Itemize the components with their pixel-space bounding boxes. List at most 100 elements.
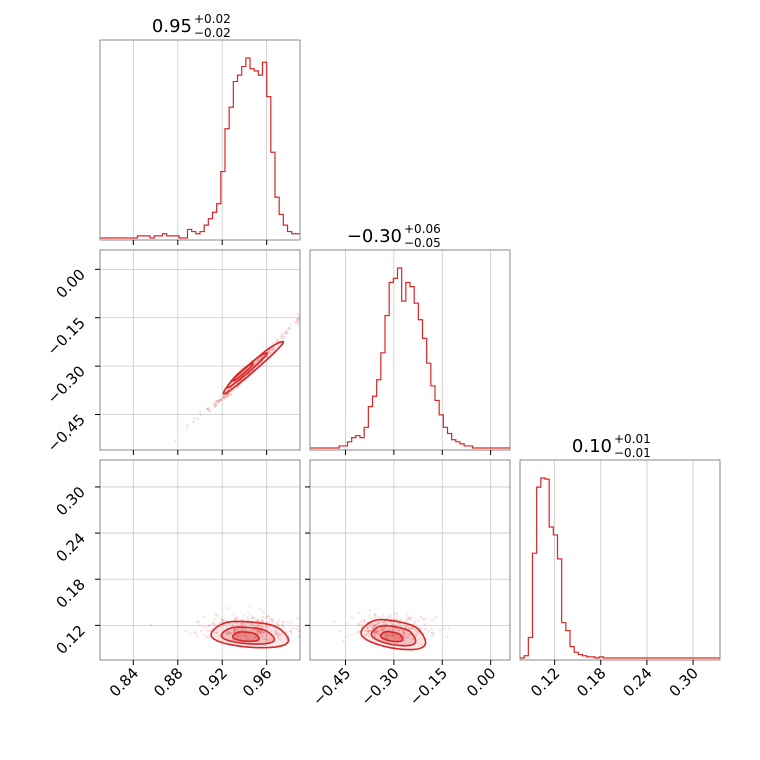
sample-point <box>224 395 228 398</box>
sample-point <box>221 618 224 622</box>
y-tick-label: 0.18 <box>52 575 88 611</box>
sample-point <box>430 634 433 638</box>
sample-point <box>345 622 349 625</box>
sample-point <box>294 322 298 325</box>
sample-point <box>213 624 217 627</box>
sample-point <box>264 634 268 637</box>
sample-point <box>265 638 269 642</box>
sample-point <box>213 405 217 408</box>
sample-point <box>402 630 406 634</box>
sample-point <box>239 635 243 638</box>
sample-point <box>281 623 284 627</box>
sample-point <box>355 630 359 634</box>
sample-point <box>227 392 231 395</box>
sample-point <box>350 633 353 637</box>
sample-point <box>252 629 256 633</box>
sample-point <box>291 627 295 630</box>
sample-point <box>149 623 153 627</box>
x-tick-label: −0.30 <box>357 664 402 709</box>
sample-point <box>271 341 275 345</box>
sample-point <box>296 318 299 322</box>
sample-point <box>375 630 378 634</box>
sample-point <box>373 631 377 634</box>
sample-point <box>253 625 257 628</box>
sample-point <box>234 618 238 621</box>
sample-point <box>366 626 369 630</box>
sample-point <box>424 628 428 631</box>
sample-point <box>273 348 276 352</box>
sample-point <box>227 630 230 634</box>
sample-point <box>407 633 411 636</box>
y-tick-label: 0.12 <box>52 621 88 657</box>
sample-point <box>442 627 445 631</box>
param-title-plus: +0.02 <box>194 12 231 26</box>
sample-point <box>227 393 230 397</box>
sample-point <box>256 623 259 626</box>
sample-point <box>264 625 268 628</box>
sample-point <box>277 632 281 635</box>
sample-point <box>199 629 203 633</box>
sample-point <box>276 635 280 638</box>
sample-point <box>206 407 209 410</box>
sample-point <box>370 617 373 621</box>
sample-point <box>403 639 406 642</box>
x-tick-label: 0.92 <box>195 664 231 700</box>
sample-point <box>396 614 400 618</box>
sample-point <box>230 631 234 635</box>
sample-point <box>259 632 262 635</box>
sample-point <box>234 629 237 633</box>
sample-point <box>233 388 237 392</box>
sample-point <box>404 624 407 627</box>
sample-point <box>218 398 222 401</box>
sample-point <box>198 410 202 414</box>
sample-point <box>208 409 211 413</box>
sample-point <box>377 621 380 625</box>
sample-point <box>274 633 278 636</box>
sample-point <box>241 628 244 631</box>
sample-point <box>381 616 384 620</box>
sample-point <box>434 615 438 619</box>
sample-point <box>241 622 244 625</box>
sample-point <box>270 347 274 351</box>
sample-point <box>391 628 395 632</box>
sample-point <box>402 632 405 635</box>
sample-point <box>401 629 405 632</box>
sample-point <box>421 617 425 621</box>
sample-point <box>250 616 254 620</box>
sample-point <box>397 629 401 632</box>
sample-point <box>219 399 222 403</box>
sample-point <box>238 632 242 636</box>
hist-panel-2: 0.10 +0.01−0.01 <box>519 432 721 661</box>
sample-point <box>215 631 218 634</box>
sample-point <box>284 637 288 641</box>
sample-point <box>392 623 395 626</box>
sample-point <box>242 623 245 626</box>
sample-point <box>376 629 379 633</box>
sample-point <box>204 625 208 629</box>
sample-point <box>397 622 401 625</box>
sample-point <box>243 627 246 631</box>
sample-point <box>402 630 406 634</box>
sample-point <box>376 630 379 634</box>
sample-point <box>376 630 380 633</box>
sample-point <box>368 614 371 617</box>
sample-point <box>250 629 254 633</box>
param-title-value: −0.30 <box>347 226 402 247</box>
sample-point <box>247 611 250 615</box>
sample-point <box>225 396 229 399</box>
sample-point <box>206 407 210 411</box>
sample-point <box>212 621 215 625</box>
sample-point <box>371 621 374 625</box>
sample-point <box>219 398 223 402</box>
sample-point <box>406 636 410 640</box>
sample-point <box>387 626 390 629</box>
sample-point <box>233 628 237 631</box>
sample-point <box>288 629 292 633</box>
sample-point <box>232 628 236 632</box>
sample-point <box>260 626 263 629</box>
sample-point <box>395 638 398 641</box>
sample-point <box>289 323 293 327</box>
sample-point <box>271 348 275 352</box>
sample-point <box>418 637 421 640</box>
sample-point <box>222 623 226 627</box>
